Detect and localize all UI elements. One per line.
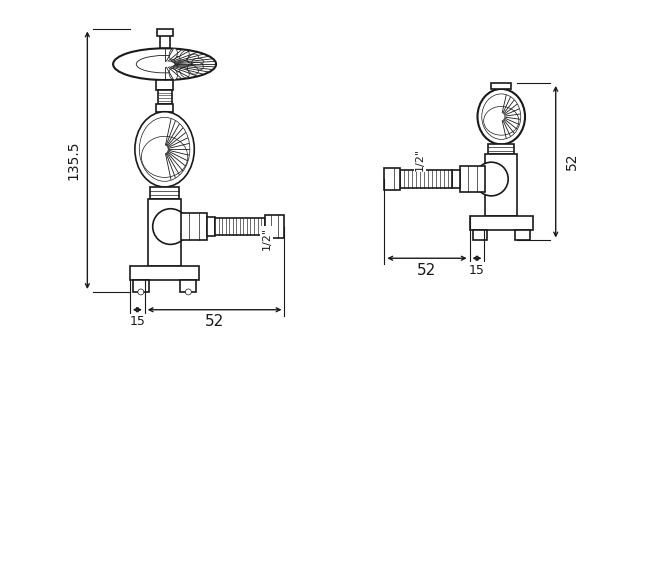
Text: 52: 52 [565, 153, 578, 171]
Circle shape [474, 162, 508, 196]
Text: 52: 52 [417, 263, 437, 278]
Ellipse shape [136, 56, 193, 73]
Ellipse shape [187, 54, 198, 64]
Text: 15: 15 [129, 315, 146, 328]
Ellipse shape [152, 146, 177, 168]
Text: 135.5: 135.5 [66, 141, 81, 180]
Circle shape [138, 289, 144, 295]
Bar [515, 230, 530, 240]
Circle shape [185, 289, 191, 295]
Bar [130, 266, 200, 280]
Bar [148, 199, 181, 266]
Ellipse shape [169, 68, 177, 80]
Ellipse shape [179, 50, 189, 61]
Ellipse shape [135, 112, 194, 187]
Bar [452, 170, 460, 188]
Ellipse shape [482, 94, 521, 139]
Text: 1/2": 1/2" [415, 147, 425, 171]
Ellipse shape [192, 62, 203, 70]
Bar [215, 218, 265, 235]
Ellipse shape [145, 139, 184, 174]
Bar [400, 170, 452, 188]
Bar [384, 168, 400, 190]
Ellipse shape [156, 149, 174, 165]
Bar [469, 215, 533, 230]
Circle shape [153, 209, 188, 244]
Bar [473, 230, 488, 240]
Ellipse shape [478, 89, 525, 145]
Ellipse shape [487, 109, 515, 133]
Text: 15: 15 [469, 264, 485, 277]
Ellipse shape [179, 67, 189, 78]
Ellipse shape [113, 48, 216, 80]
Bar [491, 83, 511, 89]
Bar [160, 35, 170, 48]
Bar [207, 217, 215, 236]
Bar [157, 28, 172, 36]
Bar [158, 90, 172, 104]
Bar [156, 80, 174, 90]
Ellipse shape [149, 143, 181, 171]
Ellipse shape [490, 112, 513, 130]
Ellipse shape [139, 117, 190, 181]
Bar [156, 104, 174, 112]
Bar [181, 213, 207, 240]
Ellipse shape [484, 107, 519, 135]
Ellipse shape [169, 48, 177, 60]
Bar [181, 280, 196, 292]
Bar [150, 187, 179, 199]
Bar [133, 280, 149, 292]
Text: 1/2": 1/2" [261, 227, 272, 250]
Ellipse shape [187, 65, 198, 74]
Bar [265, 215, 285, 239]
Text: 52: 52 [205, 314, 224, 329]
Bar [460, 166, 486, 192]
Bar [488, 145, 514, 154]
Ellipse shape [493, 114, 510, 128]
Bar [486, 154, 517, 215]
Ellipse shape [192, 58, 203, 66]
Ellipse shape [142, 136, 188, 177]
